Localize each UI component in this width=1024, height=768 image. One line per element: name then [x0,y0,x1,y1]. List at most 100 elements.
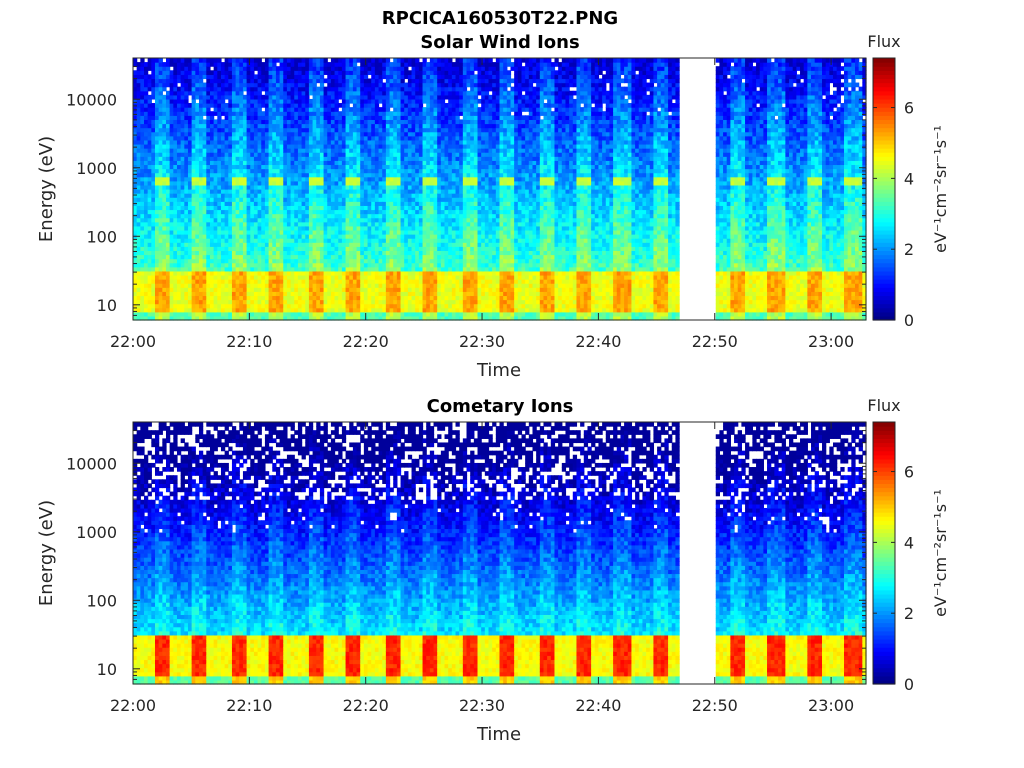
heatmap-cell [368,287,372,292]
heatmap-cell [415,107,419,112]
heatmap-cell [192,189,196,194]
heatmap-cell [206,156,210,161]
heatmap-cell [353,304,357,309]
heatmap-cell [342,230,346,235]
heatmap-cell [250,140,254,145]
heatmap-cell [287,132,291,137]
heatmap-cell [184,222,188,227]
heatmap-cell [137,169,141,174]
heatmap-cell [210,312,214,317]
heatmap-cell [254,263,258,268]
heatmap-cell [159,222,163,227]
heatmap-cell [192,205,196,210]
heatmap-cell [316,58,320,63]
heatmap-cell [401,156,405,161]
heatmap-cell [217,119,221,124]
heatmap-cell [309,214,313,219]
heatmap-cell [228,238,232,243]
heatmap-cell [397,287,401,292]
heatmap-cell [155,128,159,133]
heatmap-cell [360,242,364,247]
heatmap-cell [173,132,177,137]
heatmap-cell [276,234,280,239]
heatmap-cell [177,185,181,190]
heatmap-cell [390,87,394,92]
heatmap-cell [217,287,221,292]
heatmap-cell [137,152,141,157]
heatmap-cell [349,234,353,239]
heatmap-cell [386,164,390,169]
heatmap-cell [258,193,262,198]
heatmap-cell [151,136,155,141]
heatmap-cell [199,111,203,116]
heatmap-cell [305,308,309,313]
heatmap-cell [243,103,247,108]
heatmap-cell [287,160,291,165]
heatmap-cell [192,242,196,247]
heatmap-cell [203,124,207,129]
heatmap-cell [357,160,361,165]
heatmap-cell [177,205,181,210]
heatmap-cell [327,267,331,272]
heatmap-cell [404,308,408,313]
heatmap-cell [206,201,210,206]
heatmap-cell [305,209,309,214]
heatmap-cell [397,312,401,317]
heatmap-cell [254,169,258,174]
heatmap-cell [162,275,166,280]
heatmap-cell [324,201,328,206]
heatmap-cell [349,295,353,300]
heatmap-cell [371,283,375,288]
heatmap-cell [239,209,243,214]
heatmap-cell [206,148,210,153]
heatmap-cell [236,197,240,202]
heatmap-cell [393,66,397,71]
heatmap-cell [397,87,401,92]
heatmap-cell [261,193,265,198]
heatmap-cell [302,291,306,296]
heatmap-cell [357,124,361,129]
heatmap-cell [371,140,375,145]
heatmap-cell [166,205,170,210]
heatmap-cell [247,205,251,210]
heatmap-cell [386,148,390,153]
heatmap-cell [324,209,328,214]
heatmap-cell [379,78,383,83]
heatmap-cell [401,62,405,67]
heatmap-cell [397,283,401,288]
heatmap-cell [210,234,214,239]
heatmap-cell [203,148,207,153]
heatmap-cell [346,222,350,227]
heatmap-cell [283,107,287,112]
heatmap-cell [192,83,196,88]
heatmap-cell [360,156,364,161]
heatmap-cell [243,295,247,300]
heatmap-cell [173,124,177,129]
heatmap-cell [155,189,159,194]
heatmap-cell [357,58,361,63]
heatmap-cell [144,230,148,235]
heatmap-cell [401,185,405,190]
heatmap-cell [276,226,280,231]
heatmap-cell [324,185,328,190]
heatmap-cell [173,177,177,182]
heatmap-cell [236,283,240,288]
heatmap-cell [137,205,141,210]
heatmap-cell [199,246,203,251]
heatmap-cell [162,128,166,133]
heatmap-cell [335,169,339,174]
heatmap-cell [302,242,306,247]
heatmap-cell [320,259,324,264]
heatmap-cell [283,275,287,280]
heatmap-cell [148,283,152,288]
heatmap-cell [327,70,331,75]
heatmap-cell [324,234,328,239]
heatmap-cell [280,160,284,165]
heatmap-cell [250,189,254,194]
heatmap-cell [166,58,170,63]
heatmap-cell [232,148,236,153]
heatmap-cell [283,263,287,268]
heatmap-cell [379,189,383,194]
heatmap-cell [382,66,386,71]
heatmap-cell [298,66,302,71]
